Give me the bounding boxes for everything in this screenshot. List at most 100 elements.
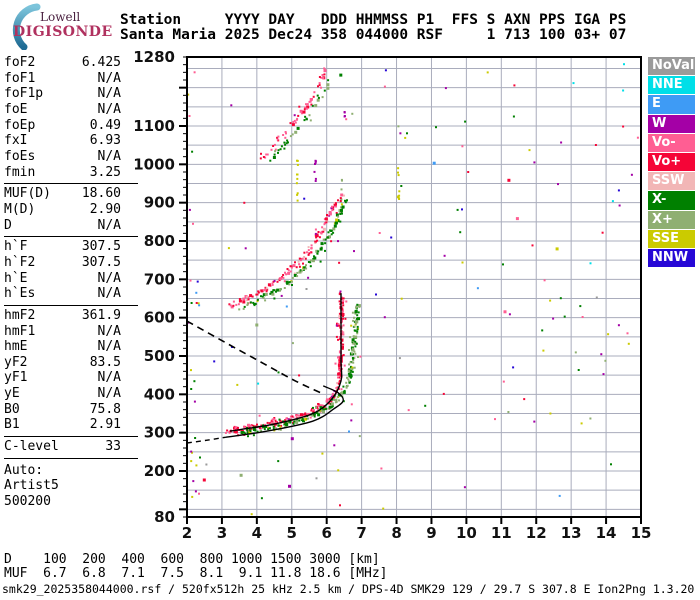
param-row: M(D) 2.90 (4, 202, 121, 218)
param-label: h`E (4, 270, 28, 286)
legend-item-sse: SSE (648, 229, 695, 248)
param-row: h`F 307.5 (4, 239, 121, 255)
auto-info-line: Auto: (4, 462, 44, 478)
param-label: foF2 (4, 55, 36, 70)
param-row: foEp 0.49 (4, 118, 121, 134)
legend-item-x: X+ (648, 210, 695, 229)
param-divider (4, 457, 138, 459)
param-label: h`Es (4, 286, 36, 302)
param-row: foEs N/A (4, 149, 121, 165)
param-value: 18.60 (81, 186, 121, 202)
y-tick-label: 800 (144, 232, 175, 250)
param-label: hmF1 (4, 323, 36, 339)
param-row: foF1p N/A (4, 86, 121, 102)
param-value: N/A (97, 217, 121, 233)
param-label: C-level (4, 439, 59, 455)
param-row: h`E N/A (4, 271, 121, 287)
param-label: foF1 (4, 70, 36, 86)
auto-info-line: Artist5 (4, 478, 59, 494)
profile-extension-line (186, 436, 226, 444)
param-label: D (4, 217, 12, 233)
legend-item-e: E (648, 95, 695, 114)
legend-item-vo: Vo- (648, 133, 695, 152)
x-tick-label: 13 (561, 524, 582, 542)
param-value: N/A (97, 370, 121, 386)
param-label: M(D) (4, 201, 36, 217)
fit-overlays (186, 293, 344, 444)
param-value: 361.9 (81, 307, 121, 323)
param-row: fmin 3.25 (4, 165, 121, 181)
y-tick-label: 1100 (133, 117, 175, 135)
param-value: 2.90 (89, 201, 121, 217)
param-row: MUF(D) 18.60 (4, 186, 121, 202)
param-label: hmE (4, 339, 28, 355)
param-label: foF1p (4, 86, 44, 102)
param-label: fmin (4, 164, 36, 180)
y-tick-label: 500 (144, 347, 175, 365)
param-label: yF2 (4, 354, 28, 370)
param-label: h`F (4, 239, 28, 255)
param-divider (4, 236, 138, 238)
param-value: N/A (97, 339, 121, 355)
legend-item-nnw: NNW (648, 248, 695, 268)
legend-item-x: X- (648, 191, 695, 210)
trace-fit-line (229, 293, 343, 432)
param-value: N/A (97, 286, 121, 302)
param-value: N/A (97, 323, 121, 339)
legend-item-noval: NoVal (648, 57, 695, 76)
param-label: fxI (4, 133, 28, 149)
param-row: fxI 6.93 (4, 133, 121, 149)
param-row: hmF1 N/A (4, 324, 121, 340)
param-value: N/A (97, 101, 121, 117)
param-value: N/A (97, 70, 121, 86)
param-value: 307.5 (81, 239, 121, 255)
param-label: foE (4, 101, 28, 117)
param-value: 6.425 (81, 55, 121, 70)
param-value: N/A (97, 148, 121, 164)
x-tick-label: 5 (287, 524, 297, 542)
legend-item-vo: Vo+ (648, 152, 695, 172)
param-label: hmF2 (4, 307, 36, 323)
y-tick-label: 900 (144, 194, 175, 212)
param-row: C-level 33 (4, 439, 121, 455)
param-row: h`Es N/A (4, 286, 121, 302)
legend-item-w: W (648, 114, 695, 133)
param-value: 6.93 (89, 133, 121, 149)
param-label: MUF(D) (4, 186, 51, 202)
param-divider (4, 436, 138, 438)
logo-crescent-icon (12, 3, 41, 50)
logo-digisonde-text: DIGISONDE (13, 24, 113, 40)
grid (187, 57, 641, 517)
autoscaling-info: Auto: Artist5 500200 (4, 463, 144, 510)
logo-lowell-text: Lowell (40, 10, 81, 24)
param-label: foEs (4, 148, 36, 164)
param-divider (4, 183, 138, 185)
x-tick-label: 7 (356, 524, 366, 542)
auto-info-line: 500200 (4, 494, 51, 510)
x-tick-label: 6 (321, 524, 331, 542)
muf-row: MUF 6.7 6.8 7.1 7.5 8.1 9.1 11.8 18.6 [M… (4, 566, 388, 581)
param-label: foEp (4, 117, 36, 133)
param-row: B1 2.91 (4, 417, 121, 433)
x-tick-label: 15 (631, 524, 652, 542)
param-value: N/A (97, 270, 121, 286)
x-tick-label: 4 (252, 524, 262, 542)
legend-item-nne: NNE (648, 76, 695, 95)
header-station-line: Santa Maria 2025 Dec24 358 044000 RSF 1 … (120, 27, 627, 43)
param-row: yE N/A (4, 386, 121, 402)
footer-info-line: smk29_2025358044000.rsf / 520fx512h 25 k… (2, 582, 695, 596)
echo-type-legend: NoVal NNE E W Vo- Vo+ SSW X- X+ SSE NNW (648, 57, 695, 268)
y-tick-label: 200 (144, 462, 175, 480)
param-value: N/A (97, 386, 121, 402)
profile-line (225, 385, 344, 438)
digisonde-logo: Lowell DIGISONDE (4, 2, 116, 50)
param-row: foE N/A (4, 102, 121, 118)
x-tick-label: 12 (526, 524, 547, 542)
x-tick-label: 2 (182, 524, 192, 542)
param-divider (4, 304, 138, 306)
param-label: B0 (4, 401, 20, 417)
param-row: foF1 N/A (4, 71, 121, 87)
axis-ticks: 2 3 4 5 6 7 8 9 10 11 12 13 14 15 1280 1100 1000 900 800 70… (133, 48, 651, 542)
param-label: yF1 (4, 370, 28, 386)
